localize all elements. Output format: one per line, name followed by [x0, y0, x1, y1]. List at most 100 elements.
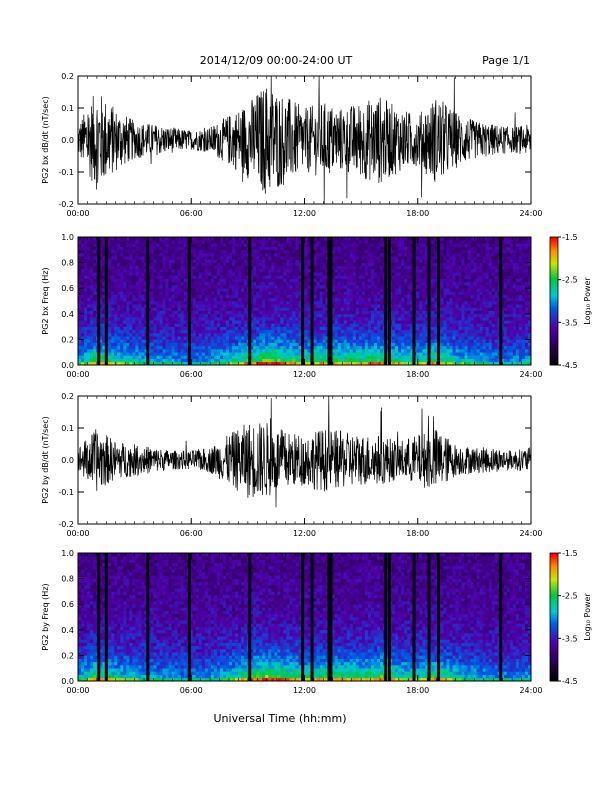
- spectrogram-cell: [298, 288, 302, 292]
- spectrogram-cell: [286, 317, 290, 321]
- spectrogram-cell: [78, 253, 82, 257]
- spectrogram-cell: [407, 323, 411, 327]
- spectrogram-cell: [189, 291, 194, 295]
- spectrogram-cell: [180, 342, 184, 347]
- spectrogram-cell: [117, 246, 121, 251]
- spectrogram-cell: [156, 317, 160, 321]
- spectrogram-cell: [180, 336, 184, 340]
- spectrogram-cell: [225, 336, 230, 340]
- spectrogram-cell: [322, 253, 326, 257]
- spectrogram-cell: [398, 288, 402, 292]
- spectrogram-cell: [162, 294, 166, 299]
- spectrogram-cell: [111, 342, 115, 347]
- spectrogram-cell: [352, 304, 357, 308]
- spectrogram-cell: [256, 317, 260, 321]
- spectrogram-cell: [219, 253, 224, 257]
- spectrogram-cell: [425, 342, 429, 347]
- spectrogram-cell: [141, 317, 145, 321]
- spectrogram-cell: [153, 345, 157, 350]
- spectrogram-cell: [159, 269, 163, 273]
- spectrogram-cell: [364, 281, 369, 286]
- spectrogram-cell: [322, 262, 326, 267]
- spectrogram-cell: [431, 288, 435, 292]
- spectrogram-cell: [144, 285, 148, 289]
- spectrogram-cell: [283, 301, 287, 305]
- spectrogram-cell: [253, 320, 257, 324]
- spectrogram-cell: [289, 329, 293, 334]
- spectrogram-cell: [262, 281, 266, 286]
- spectrogram-cell: [280, 291, 284, 295]
- spectrogram-cell: [81, 297, 85, 302]
- spectrogram-cell: [380, 304, 384, 308]
- spectrogram-cell: [422, 288, 426, 292]
- spectrogram-cell: [171, 291, 175, 295]
- spectrogram-cell: [201, 249, 206, 254]
- spectrogram-cell: [204, 294, 209, 299]
- spectrogram-cell: [364, 256, 369, 260]
- spectrogram-cell: [340, 345, 345, 350]
- spectrogram-cell: [162, 253, 166, 257]
- spectrogram-cell: [207, 249, 212, 254]
- spectrogram-cell: [207, 361, 212, 366]
- spectrogram-cell: [316, 237, 320, 241]
- spectrogram-cell: [135, 294, 139, 299]
- spectrogram-cell: [265, 269, 269, 273]
- spectrogram-cell: [144, 291, 148, 295]
- spectrogram-cell: [132, 323, 136, 327]
- spectrogram-cell: [259, 336, 263, 340]
- spectrogram-cell: [210, 329, 215, 334]
- spectrogram-cell: [325, 307, 329, 311]
- spectrogram-cell: [117, 253, 121, 257]
- spectrogram-cell: [210, 294, 215, 299]
- spectrogram-cell: [325, 336, 329, 340]
- spectrogram-cell: [286, 275, 290, 279]
- spectrogram-cell: [316, 320, 320, 324]
- spectrogram-cell: [192, 281, 197, 286]
- spectrogram-cell: [355, 336, 360, 340]
- spectrogram-cell: [352, 297, 357, 302]
- spectrogram-cell: [138, 253, 142, 257]
- spectrogram-cell: [135, 345, 139, 350]
- spectrogram-cell: [346, 285, 351, 289]
- spectrogram-cell: [289, 240, 293, 244]
- spectrogram-cell: [410, 326, 414, 331]
- spectrogram-cell: [156, 333, 160, 337]
- spectrogram-cell: [259, 246, 263, 251]
- spectrogram-cell: [434, 285, 438, 289]
- spectrogram-cell: [232, 339, 236, 343]
- spectrogram-cell: [84, 291, 88, 295]
- spectrogram-cell: [192, 262, 197, 267]
- spectrogram-cell: [364, 339, 369, 343]
- spectrogram-cell: [307, 323, 311, 327]
- spectrogram-cell: [331, 342, 335, 347]
- spectrogram-cell: [198, 352, 203, 356]
- spectrogram-cell: [440, 313, 444, 318]
- spectrogram-cell: [373, 262, 378, 267]
- spectrogram-cell: [440, 285, 444, 289]
- spectrogram-cell: [274, 249, 278, 254]
- spectrogram-cell: [201, 349, 206, 353]
- spectrogram-cell: [274, 336, 278, 340]
- spectrogram-cell: [358, 278, 363, 283]
- spectrogram-cell: [277, 349, 281, 353]
- spectrogram-cell: [274, 326, 278, 331]
- spectrogram-cell: [99, 291, 103, 295]
- spectrogram-cell: [108, 307, 112, 311]
- spectrogram-cell: [322, 336, 326, 340]
- spectrogram-cell: [404, 243, 408, 247]
- spectrogram-cell: [135, 285, 139, 289]
- spectrogram-cell: [268, 310, 272, 315]
- spectrogram-cell: [183, 253, 188, 257]
- spectrogram-cell: [286, 345, 290, 350]
- spectrogram-cell: [313, 355, 317, 359]
- spectrogram-cell: [358, 275, 363, 279]
- spectrogram-cell: [422, 336, 426, 340]
- spectrogram-cell: [192, 269, 197, 273]
- spectrogram-cell: [189, 313, 194, 318]
- spectrogram-cell: [114, 310, 118, 315]
- spectrogram-cell: [201, 272, 206, 276]
- spectrogram-cell: [253, 345, 257, 350]
- spectrogram-cell: [283, 272, 287, 276]
- spectrogram-cell: [232, 317, 236, 321]
- spectrogram-cell: [244, 269, 248, 273]
